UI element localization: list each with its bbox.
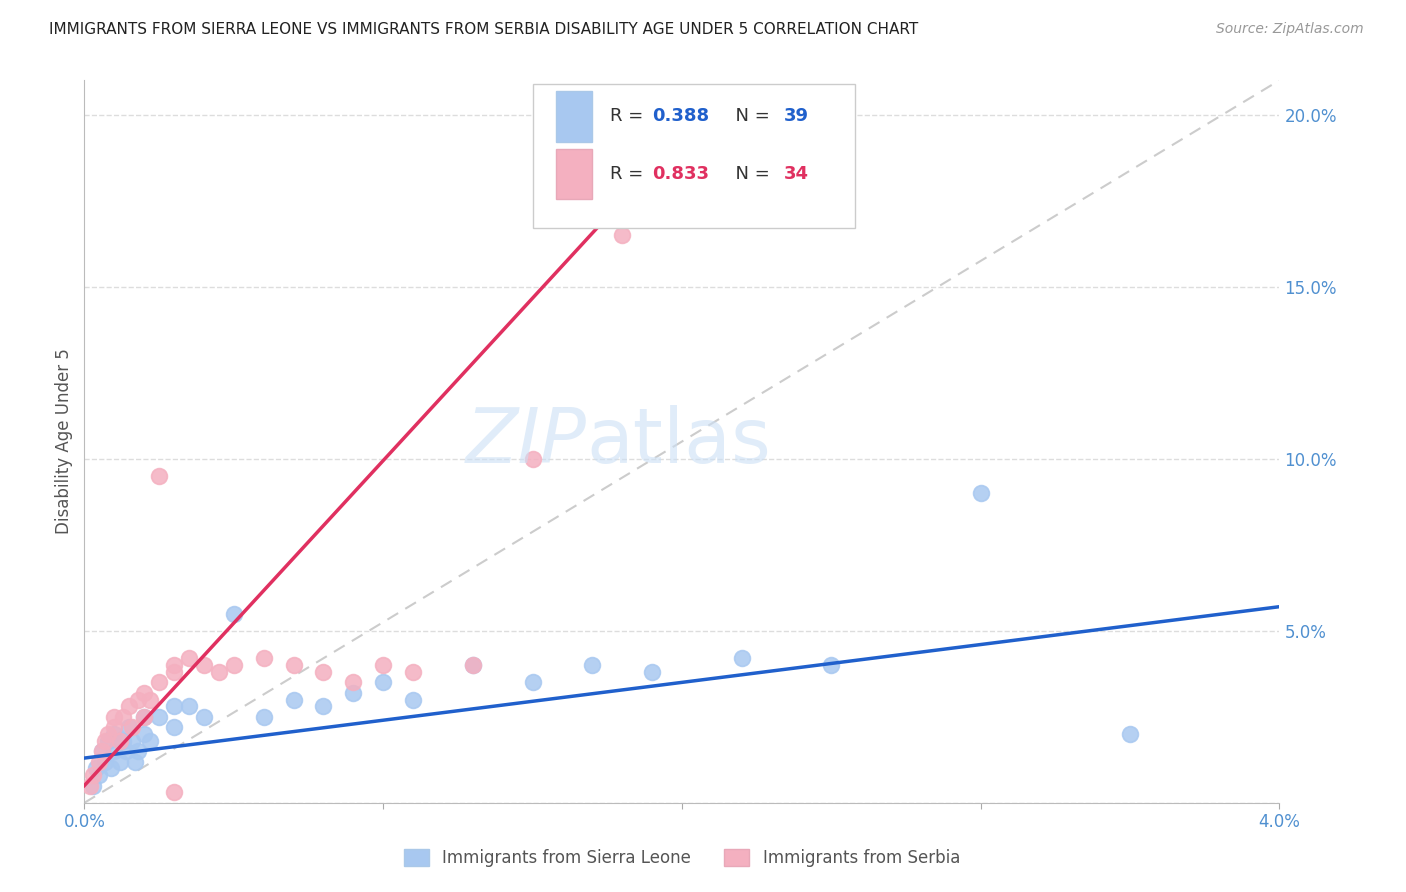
Point xyxy=(581,658,603,673)
Point xyxy=(177,651,200,665)
Point xyxy=(312,665,335,679)
Point xyxy=(402,692,425,706)
Point xyxy=(139,734,162,748)
Text: 34: 34 xyxy=(783,165,808,183)
Point xyxy=(103,710,125,724)
Text: ZIP: ZIP xyxy=(465,405,586,478)
Point xyxy=(82,779,104,793)
Point xyxy=(177,699,200,714)
Text: 0.833: 0.833 xyxy=(652,165,709,183)
Text: 39: 39 xyxy=(783,107,808,126)
Point xyxy=(121,734,143,748)
Point xyxy=(97,734,120,748)
Point xyxy=(79,779,101,793)
Point xyxy=(163,720,186,734)
Point xyxy=(110,755,132,769)
Point xyxy=(127,692,149,706)
Point xyxy=(1119,727,1142,741)
Point xyxy=(193,658,215,673)
Text: IMMIGRANTS FROM SIERRA LEONE VS IMMIGRANTS FROM SERBIA DISABILITY AGE UNDER 5 CO: IMMIGRANTS FROM SIERRA LEONE VS IMMIGRAN… xyxy=(49,22,918,37)
Point xyxy=(461,658,484,673)
Point xyxy=(132,710,156,724)
Point xyxy=(253,710,276,724)
Point xyxy=(612,228,634,243)
Point xyxy=(110,734,132,748)
Point xyxy=(148,710,170,724)
Point xyxy=(118,720,141,734)
Point xyxy=(253,651,276,665)
Point xyxy=(115,744,138,758)
Text: Source: ZipAtlas.com: Source: ZipAtlas.com xyxy=(1216,22,1364,37)
Point xyxy=(522,451,544,466)
Point xyxy=(970,486,993,500)
Point xyxy=(100,761,122,775)
Point xyxy=(373,675,395,690)
Point xyxy=(89,755,111,769)
Point xyxy=(124,755,146,769)
FancyBboxPatch shape xyxy=(557,149,592,200)
Point xyxy=(91,744,114,758)
Point xyxy=(103,744,125,758)
Text: R =: R = xyxy=(610,107,650,126)
Point xyxy=(89,768,111,782)
Text: atlas: atlas xyxy=(586,405,770,478)
Point xyxy=(91,744,114,758)
Point xyxy=(118,699,141,714)
Point xyxy=(148,675,170,690)
Point xyxy=(283,658,305,673)
Point xyxy=(163,658,186,673)
Text: R =: R = xyxy=(610,165,650,183)
Point xyxy=(163,785,186,799)
Point xyxy=(94,755,117,769)
Y-axis label: Disability Age Under 5: Disability Age Under 5 xyxy=(55,349,73,534)
Point xyxy=(97,727,120,741)
Text: N =: N = xyxy=(724,107,775,126)
Point xyxy=(132,727,156,741)
Point xyxy=(112,710,135,724)
Point xyxy=(139,692,162,706)
Point xyxy=(94,734,117,748)
Point xyxy=(127,744,149,758)
Point xyxy=(82,768,104,782)
Point xyxy=(373,658,395,673)
Point xyxy=(193,710,215,724)
Point xyxy=(342,686,364,700)
Point xyxy=(820,658,842,673)
Point xyxy=(222,607,245,621)
Point xyxy=(522,675,544,690)
Point xyxy=(103,720,125,734)
Point xyxy=(283,692,305,706)
Point xyxy=(86,761,108,775)
Legend: Immigrants from Sierra Leone, Immigrants from Serbia: Immigrants from Sierra Leone, Immigrants… xyxy=(396,842,967,874)
Text: 0.388: 0.388 xyxy=(652,107,709,126)
Point xyxy=(461,658,484,673)
FancyBboxPatch shape xyxy=(533,84,855,228)
Point xyxy=(163,699,186,714)
Point xyxy=(312,699,335,714)
Point xyxy=(148,469,170,483)
Point xyxy=(132,686,156,700)
Point xyxy=(163,665,186,679)
Point xyxy=(132,710,156,724)
Text: N =: N = xyxy=(724,165,775,183)
Point xyxy=(342,675,364,690)
Point xyxy=(112,734,135,748)
Point xyxy=(731,651,754,665)
Point xyxy=(103,727,125,741)
FancyBboxPatch shape xyxy=(557,91,592,142)
Point xyxy=(641,665,664,679)
Point xyxy=(121,720,143,734)
Point xyxy=(208,665,231,679)
Point xyxy=(222,658,245,673)
Point xyxy=(402,665,425,679)
